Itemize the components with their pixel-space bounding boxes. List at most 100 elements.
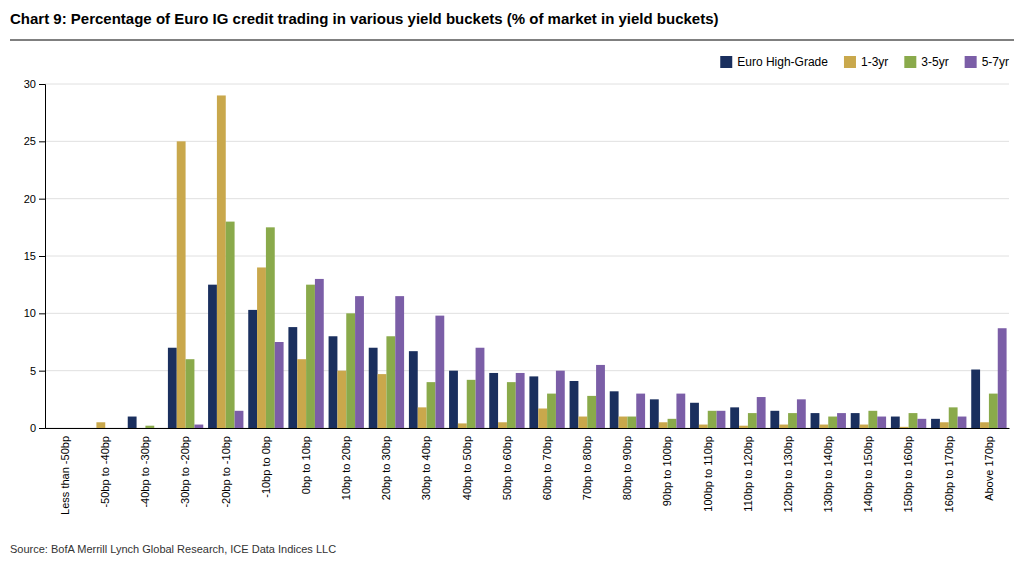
bar: [596, 365, 605, 428]
plot: Less than -50bp-50bp to -40bp-40bp to -3…: [24, 78, 1010, 515]
legend-item: 3-5yr: [904, 55, 948, 69]
bar: [194, 425, 203, 428]
y-tick: 25: [24, 135, 45, 147]
bar: [74, 428, 83, 429]
x-tick: 130bp to 140bp: [822, 436, 834, 512]
bar: [498, 422, 507, 428]
bar: [409, 351, 418, 428]
y-tick: 0: [30, 422, 45, 434]
x-tick: -30bp to -20bp: [179, 436, 191, 508]
y-tick: 15: [24, 250, 45, 262]
bar: [355, 296, 364, 428]
bar: [980, 422, 989, 428]
bar: [811, 413, 820, 428]
x-tick-label: 160bp to 170bp: [943, 436, 955, 512]
bar: [668, 419, 677, 428]
bar: [650, 399, 659, 428]
grid-line: [45, 84, 1009, 85]
x-tick: 140bp to 150bp: [862, 436, 874, 512]
y-tick-label: 30: [24, 78, 36, 90]
bar: [538, 409, 547, 428]
y-tick-label: 25: [24, 135, 36, 147]
grid-line: [45, 141, 1009, 142]
bar: [507, 382, 516, 428]
x-tick-label: 130bp to 140bp: [822, 436, 834, 512]
x-tick-label: 30bp to 40bp: [420, 436, 432, 500]
x-tick: -50bp to -40bp: [99, 436, 111, 508]
bar: [177, 141, 186, 428]
x-tick: 90bp to 100bp: [661, 436, 673, 506]
x-tick: 50bp to 60bp: [501, 436, 513, 500]
x-axis-line: [46, 428, 1010, 429]
bar: [717, 411, 726, 428]
bar: [971, 370, 980, 428]
bar: [418, 407, 427, 428]
y-axis-line: [39, 85, 46, 429]
bar: [47, 428, 56, 429]
grid: [45, 84, 1009, 428]
x-tick-label: 90bp to 100bp: [661, 436, 673, 506]
bar: [529, 376, 538, 428]
grid-line: [45, 313, 1009, 314]
bar: [378, 374, 387, 428]
bar: [708, 411, 717, 428]
legend-label: 1-3yr: [861, 55, 888, 69]
series: [145, 222, 997, 428]
x-tick-label: -20bp to -10bp: [220, 436, 232, 508]
bar: [105, 428, 114, 429]
x-tick: 120bp to 130bp: [782, 436, 794, 512]
title-rule: [10, 40, 1014, 41]
bar: [257, 267, 266, 428]
series: [128, 285, 980, 428]
bar: [578, 417, 587, 428]
y-tick-mark: [39, 141, 45, 142]
x-tick-label: -10bp to 0bp: [260, 436, 272, 498]
bar: [610, 391, 619, 428]
x-tick: -10bp to 0bp: [260, 436, 272, 498]
x-axis: Less than -50bp-50bp to -40bp-40bp to -3…: [46, 429, 1010, 515]
x-tick-label: 110bp to 120bp: [742, 436, 754, 512]
legend: Euro High-Grade1-3yr3-5yr5-7yr: [720, 55, 1009, 69]
x-tick: 40bp to 50bp: [461, 436, 473, 500]
bar: [337, 371, 346, 428]
bar: [65, 428, 74, 429]
bar: [329, 336, 338, 428]
bar: [208, 285, 217, 428]
bar: [851, 413, 860, 428]
bar: [868, 411, 877, 428]
x-tick: Above 170bp: [983, 436, 995, 501]
bar: [828, 417, 837, 428]
bar: [547, 394, 556, 428]
bar: [958, 417, 967, 428]
bar: [619, 417, 628, 428]
y-tick: 20: [24, 193, 45, 205]
bar: [891, 417, 900, 428]
bar: [56, 428, 65, 429]
bar: [145, 426, 154, 428]
bar: [556, 371, 565, 428]
legend-label: 3-5yr: [921, 55, 948, 69]
bar: [989, 394, 998, 428]
bar: [476, 348, 485, 428]
x-tick: 100bp to 110bp: [702, 436, 714, 512]
x-tick: 110bp to 120bp: [742, 436, 754, 512]
grid-line: [45, 198, 1009, 199]
bar: [114, 428, 123, 429]
bar: [297, 359, 306, 428]
x-tick-label: -30bp to -20bp: [179, 436, 191, 508]
y-tick-label: 20: [24, 193, 36, 205]
x-tick-label: 140bp to 150bp: [862, 436, 874, 512]
x-tick-label: Less than -50bp: [59, 436, 71, 515]
y-tick: 30: [24, 78, 45, 90]
x-tick: Less than -50bp: [59, 436, 71, 515]
chart: Chart 9: Percentage of Euro IG credit tr…: [0, 0, 1024, 563]
x-tick-label: 0bp to 10bp: [300, 436, 312, 494]
y-tick-label: 10: [24, 307, 36, 319]
x-tick: 80bp to 90bp: [621, 436, 633, 500]
y-tick-mark: [39, 199, 45, 200]
x-tick-label: 120bp to 130bp: [782, 436, 794, 512]
series: [96, 95, 989, 428]
y-tick: 5: [30, 365, 45, 377]
x-tick-label: 70bp to 80bp: [581, 436, 593, 500]
bar: [369, 348, 378, 428]
